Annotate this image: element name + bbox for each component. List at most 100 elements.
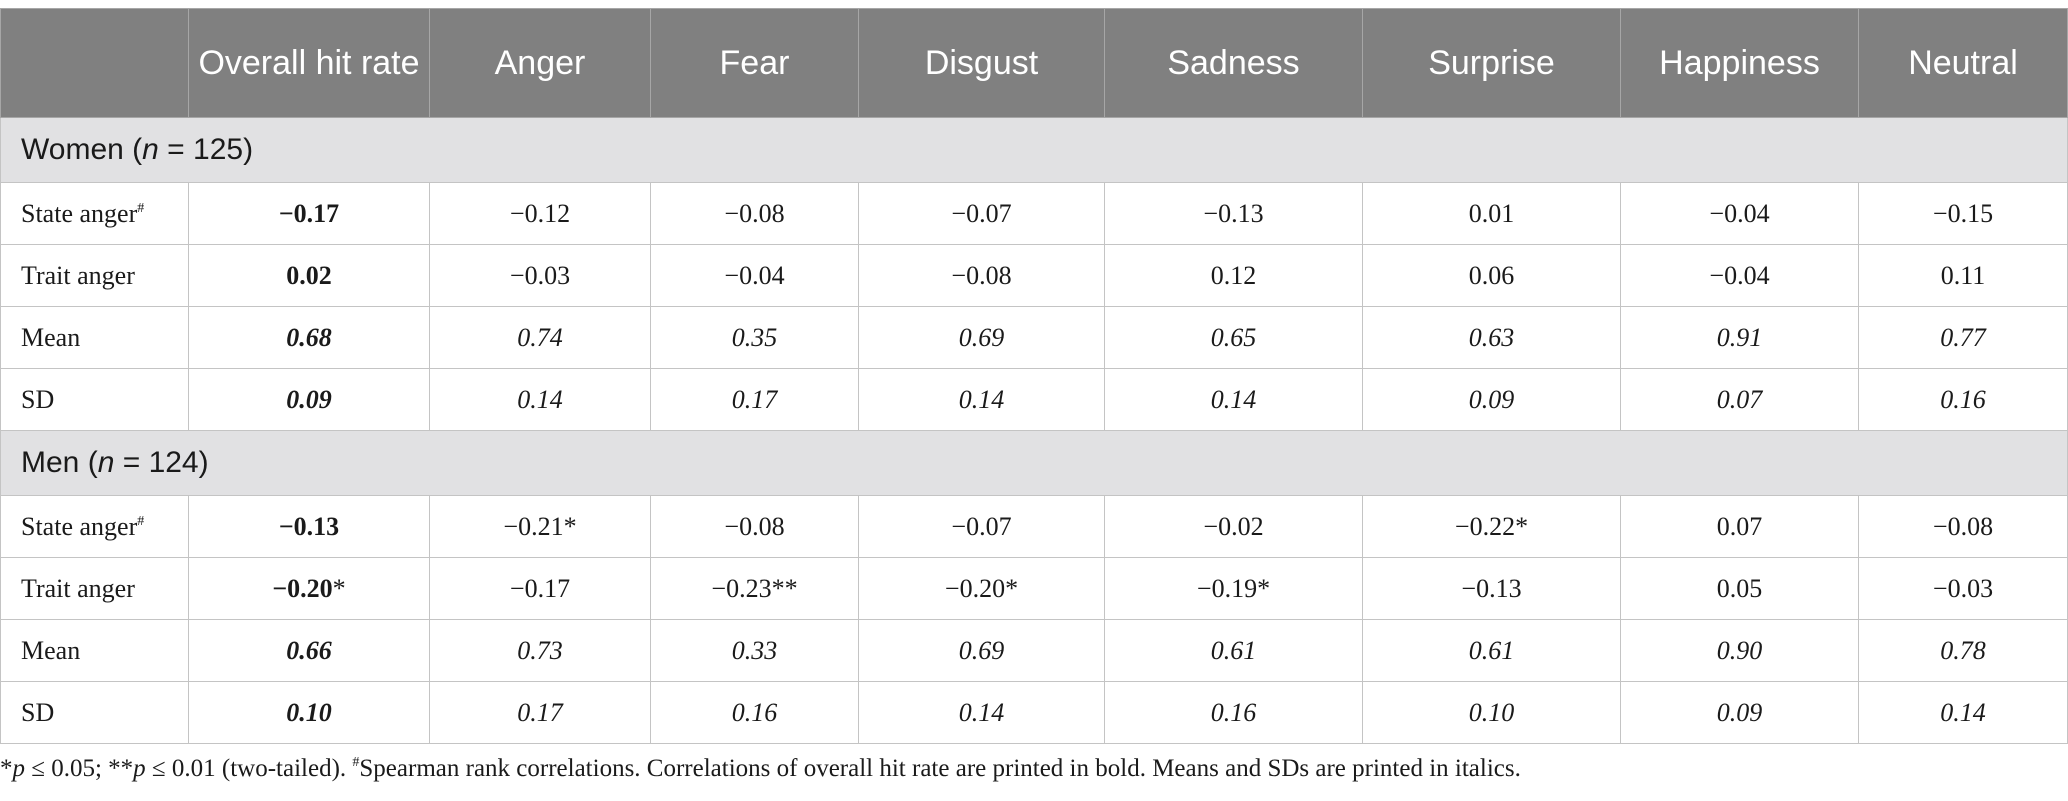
cell-value: 0.17 [517, 697, 563, 727]
table-body: Women (n = 125) State anger# −0.17 −0.12 −0.… [0, 117, 2068, 744]
cell-value: 0.07 [1716, 384, 1763, 414]
group-label-n: n [142, 133, 159, 166]
cell-value: 0.66 [286, 635, 332, 665]
header-cell-fear: Fear [650, 8, 859, 118]
table-cell: −0.17 [188, 182, 430, 245]
group-label-n: n [97, 446, 115, 479]
cell-value: 0.06 [1468, 260, 1515, 290]
cell-value: 0.73 [517, 635, 563, 665]
header-row: Overall hit rate Anger Fear Disgust Sadn… [0, 8, 2068, 118]
table-cell: −0.08 [1858, 495, 2068, 558]
cell-value: 0.61 [1210, 635, 1257, 665]
table-cell: −0.23** [650, 557, 859, 620]
table-cell: −0.13 [1362, 557, 1621, 620]
cell-value: −0.08 [1932, 511, 1994, 541]
group-label-suffix: = 125) [158, 133, 254, 166]
row-label: Trait anger [0, 244, 189, 307]
table-cell: 0.16 [650, 681, 859, 744]
cell-value: −0.04 [724, 260, 785, 290]
cell-value: 0.07 [1716, 511, 1763, 541]
cell-value: 0.69 [958, 322, 1005, 352]
cell-value: 0.61 [1468, 635, 1515, 665]
table-cell: 0.91 [1620, 306, 1859, 369]
table-cell: 0.14 [1858, 681, 2068, 744]
header-cell-happiness: Happiness [1620, 8, 1859, 118]
cell-value: −0.07 [951, 198, 1012, 228]
group-label-prefix: Men ( [21, 446, 98, 479]
cell-value: −0.04 [1709, 198, 1770, 228]
cell-value: 0.14 [1210, 384, 1257, 414]
table-cell: 0.12 [1104, 244, 1363, 307]
table-cell: 0.61 [1362, 619, 1621, 682]
cell-value: 0.14 [517, 384, 563, 414]
cell-value: −0.20 [272, 573, 333, 603]
row-label-text: SD [21, 384, 55, 414]
cell-value: −0.03 [1932, 573, 1994, 603]
row-label-text: State anger [21, 198, 138, 228]
cell-value: 0.33 [731, 635, 778, 665]
cell-value: 0.01 [1468, 198, 1515, 228]
table-cell: 0.10 [188, 681, 430, 744]
cell-value: −0.08 [951, 260, 1012, 290]
cell-value: −0.07 [951, 511, 1012, 541]
table-cell: −0.04 [1620, 244, 1859, 307]
table-cell: 0.01 [1362, 182, 1621, 245]
table-cell: 0.16 [1104, 681, 1363, 744]
row-label-text: Mean [21, 635, 81, 665]
table-cell: −0.21* [429, 495, 651, 558]
cell-value: −0.04 [1709, 260, 1770, 290]
cell-value: −0.02 [1203, 511, 1264, 541]
group-header-row: Men (n = 124) [0, 430, 2068, 496]
table-cell: −0.20* [188, 557, 430, 620]
cell-value: 0.65 [1210, 322, 1257, 352]
row-label-text: State anger [21, 511, 138, 541]
group-header-row: Women (n = 125) [0, 117, 2068, 183]
row-label-text: Trait anger [21, 260, 135, 290]
cell-value: 0.35 [731, 322, 778, 352]
header-cell-disgust: Disgust [858, 8, 1105, 118]
cell-value: 0.14 [958, 697, 1005, 727]
cell-value: 0.78 [1940, 635, 1986, 665]
table-row: Trait anger −0.20* −0.17 −0.23** −0.20* −0.19… [0, 557, 2068, 620]
table-row: SD 0.09 0.14 0.17 0.14 0.14 0.09 0.07 0.16 [0, 368, 2068, 431]
group-label-prefix: Women ( [21, 133, 143, 166]
table-cell: −0.08 [650, 182, 859, 245]
cell-value: 0.10 [1468, 697, 1515, 727]
cell-value: 0.09 [1716, 697, 1763, 727]
table-cell: 0.66 [188, 619, 430, 682]
footnote-p1: p [12, 755, 26, 782]
table-cell: 0.02 [188, 244, 430, 307]
row-label: SD [0, 681, 189, 744]
table-row: State anger# −0.17 −0.12 −0.08 −0.07 −0.13 0.0… [0, 182, 2068, 245]
table-cell: −0.04 [1620, 182, 1859, 245]
table-cell: −0.04 [650, 244, 859, 307]
row-label: Mean [0, 306, 189, 369]
cell-value: 0.17 [731, 384, 778, 414]
table-cell: −0.12 [429, 182, 651, 245]
cell-value: −0.08 [724, 511, 785, 541]
cell-value: 0.69 [958, 635, 1005, 665]
group-label: Women (n = 125) [0, 117, 2068, 183]
cell-value: 0.05 [1716, 573, 1763, 603]
table-cell: 0.17 [429, 681, 651, 744]
cell-value: 0.09 [1468, 384, 1515, 414]
table-cell: −0.20* [858, 557, 1105, 620]
header-cell-sadness: Sadness [1104, 8, 1363, 118]
cell-value: −0.08 [724, 198, 785, 228]
cell-value: 0.63 [1468, 322, 1515, 352]
cell-value: −0.17 [278, 198, 340, 228]
cell-value: −0.03 [509, 260, 571, 290]
cell-value: 0.74 [517, 322, 563, 352]
table-cell: −0.03 [1858, 557, 2068, 620]
cell-value: 0.12 [1210, 260, 1257, 290]
table-cell: 0.69 [858, 619, 1105, 682]
cell-value: −0.21* [503, 511, 577, 541]
table-cell: 0.35 [650, 306, 859, 369]
cell-value: −0.15 [1932, 198, 1994, 228]
row-label: SD [0, 368, 189, 431]
table-cell: 0.16 [1858, 368, 2068, 431]
cell-value: 0.68 [286, 322, 332, 352]
cell-value: −0.13 [278, 511, 340, 541]
cell-significance: * [332, 573, 346, 603]
row-label: Trait anger [0, 557, 189, 620]
